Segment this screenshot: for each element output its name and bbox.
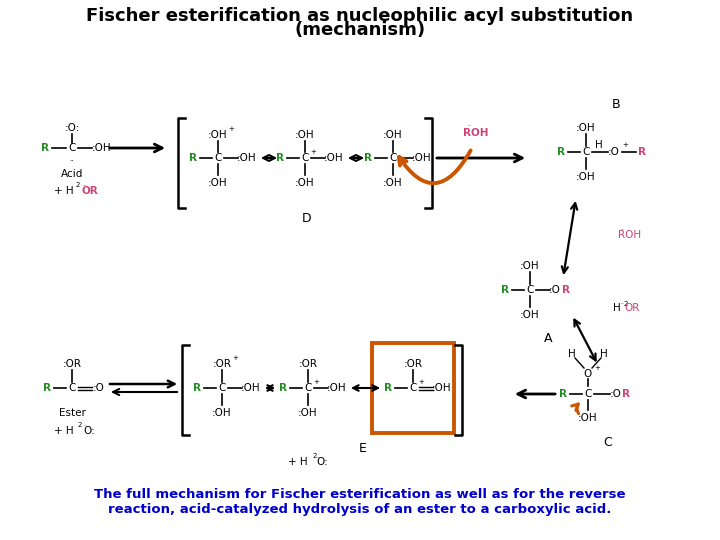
Text: OR: OR [81,186,99,196]
Text: ..: .. [70,156,74,162]
Text: +: + [310,149,316,155]
Text: :OH: :OH [383,130,402,140]
Text: C: C [68,383,76,393]
Text: R: R [559,389,567,399]
FancyArrowPatch shape [572,404,579,414]
Text: C: C [215,153,222,163]
Text: +: + [313,379,319,385]
Text: H: H [613,303,621,313]
Text: A: A [544,332,552,345]
Text: O: O [584,369,592,379]
Text: R: R [622,389,630,399]
Text: :OH: :OH [298,408,318,418]
Text: ..: .. [82,183,86,187]
Text: Acid: Acid [60,169,84,179]
Text: C: C [603,435,613,449]
Text: 2: 2 [76,182,80,188]
Text: :OH: :OH [432,383,452,393]
Text: +: + [622,142,628,148]
Text: 2: 2 [78,422,82,428]
Text: :OH: :OH [241,383,261,393]
Text: C: C [582,147,590,157]
Text: + H: + H [288,457,308,467]
Text: ..: .. [620,226,624,231]
Text: :OH: :OH [208,130,228,140]
Text: 2: 2 [624,301,629,307]
Text: C: C [526,285,534,295]
FancyArrowPatch shape [399,151,471,183]
Text: 2: 2 [313,453,318,459]
Text: :O: :O [608,147,620,157]
Text: ..: .. [83,422,87,428]
Text: :OH: :OH [295,178,315,188]
Text: H: H [568,349,576,359]
Text: R: R [41,143,49,153]
Text: :OH: :OH [295,130,315,140]
Text: :OH: :OH [412,153,432,163]
Text: H: H [595,140,603,150]
Text: C: C [585,389,592,399]
Text: + H: + H [54,186,74,196]
Text: :OH: :OH [520,261,540,271]
Text: ..: .. [316,454,320,458]
Text: :OH: :OH [576,123,596,133]
Text: :OH: :OH [212,408,232,418]
Text: :O:: :O: [64,123,80,133]
Text: H: H [600,349,608,359]
Text: Fischer esterification as nucleophilic acyl substitution: Fischer esterification as nucleophilic a… [86,7,634,25]
Text: R: R [276,153,284,163]
Text: :OH: :OH [92,143,112,153]
Text: (mechanism): (mechanism) [294,21,426,39]
Text: R: R [562,285,570,295]
Text: O:: O: [83,426,95,436]
Text: :OH: :OH [578,413,598,423]
Text: :OH: :OH [383,178,402,188]
Text: :OH: :OH [576,172,596,182]
Text: D: D [302,212,312,225]
Text: +: + [418,379,424,385]
Text: E: E [359,442,367,455]
Text: :OR: :OR [299,359,318,369]
Text: :OH: :OH [327,383,347,393]
Text: :OH: :OH [208,178,228,188]
Text: :O: :O [93,383,105,393]
Text: :OR: :OR [212,359,232,369]
Text: +: + [232,355,238,361]
Text: :OR: :OR [63,359,81,369]
Text: +: + [594,365,600,371]
Text: R: R [193,383,201,393]
Text: :OH: :OH [520,310,540,320]
Text: reaction, acid-catalyzed hydrolysis of an ester to a carboxylic acid.: reaction, acid-catalyzed hydrolysis of a… [108,503,612,516]
Text: ..: .. [467,123,471,127]
Text: R: R [638,147,646,157]
Text: C: C [409,383,417,393]
Text: The full mechanism for Fischer esterification as well as for the reverse: The full mechanism for Fischer esterific… [94,488,626,501]
Text: C: C [218,383,225,393]
Text: :OH: :OH [237,153,257,163]
Text: R: R [189,153,197,163]
Text: Ester: Ester [58,408,86,418]
Text: ROH: ROH [463,128,489,138]
Text: C: C [305,383,312,393]
Text: C: C [301,153,309,163]
Text: R: R [501,285,509,295]
Text: +: + [228,126,234,132]
Text: :OR: :OR [403,359,423,369]
Text: R: R [364,153,372,163]
Text: R: R [384,383,392,393]
Text: R: R [557,147,565,157]
Text: OR: OR [624,303,639,313]
Text: O:: O: [316,457,328,467]
Text: ROH: ROH [618,230,642,240]
Text: C: C [68,143,76,153]
Text: C: C [390,153,397,163]
Text: :OH: :OH [324,153,344,163]
Text: :O: :O [610,389,622,399]
Text: B: B [612,98,621,111]
Text: + H: + H [54,426,74,436]
Text: R: R [279,383,287,393]
Text: R: R [43,383,51,393]
Text: :O: :O [549,285,561,295]
Text: ..: .. [620,300,624,305]
